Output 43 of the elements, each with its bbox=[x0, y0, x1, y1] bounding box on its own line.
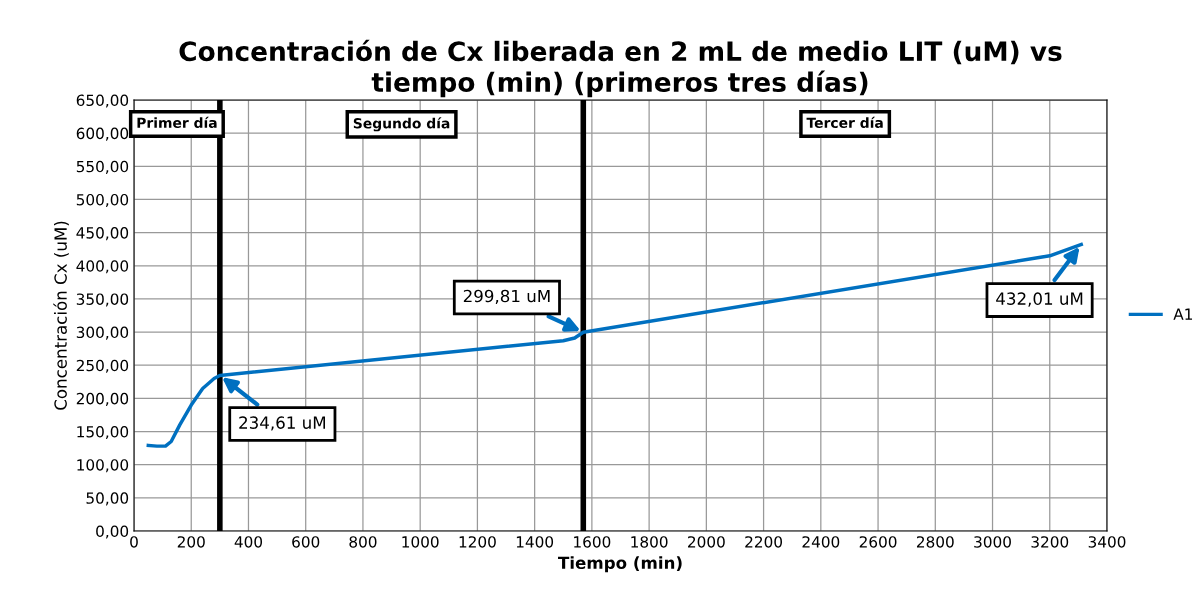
x-tick-label: 2000 bbox=[688, 536, 725, 548]
x-tick-label: 2800 bbox=[916, 536, 954, 548]
annotation: Primer día bbox=[137, 116, 217, 128]
annotation: Segundo día bbox=[353, 117, 450, 132]
chart-title: Concentración de Cx liberada en 2 mL de medio LIT (uM) vs tiempo (min) (primeros tres días) bbox=[179, 39, 1062, 98]
annotation: 234,61 uM bbox=[239, 416, 325, 431]
y-tick-label: 600,00 bbox=[76, 127, 129, 141]
y-tick-label: 100,00 bbox=[77, 459, 129, 473]
y-tick-label: 250,00 bbox=[76, 359, 129, 373]
y-tick-label: 450,00 bbox=[76, 227, 129, 241]
x-tick-label: 200 bbox=[177, 536, 205, 548]
y-tick-label: 650,00 bbox=[76, 94, 129, 108]
y-axis-title: Concentración Cx (uM) bbox=[53, 221, 69, 410]
x-tick-label: 1000 bbox=[402, 536, 439, 548]
y-tick-label: 550,00 bbox=[76, 160, 129, 174]
x-tick-label: 400 bbox=[234, 536, 263, 548]
x-tick-label: 1600 bbox=[574, 536, 611, 548]
x-axis-title: Tiempo (min) bbox=[558, 556, 682, 573]
x-tick-label: 2200 bbox=[745, 536, 783, 548]
x-tick-label: 3000 bbox=[974, 536, 1011, 548]
x-tick-label: 1400 bbox=[516, 536, 554, 548]
legend-label: A1 bbox=[1173, 308, 1193, 320]
x-tick-label: 1200 bbox=[459, 536, 496, 548]
y-tick-label: 500,00 bbox=[76, 193, 129, 208]
x-tick-label: 2600 bbox=[859, 536, 897, 548]
x-tick-label: 600 bbox=[292, 536, 320, 548]
annotation: 432,01 uM bbox=[996, 292, 1083, 307]
y-tick-label: 350,00 bbox=[76, 293, 129, 307]
y-tick-label: 200,00 bbox=[76, 392, 129, 406]
x-tick-label: 3400 bbox=[1088, 536, 1126, 548]
y-tick-label: 0,00 bbox=[96, 525, 129, 539]
y-tick-label: 50,00 bbox=[86, 492, 129, 506]
x-tick-label: 3200 bbox=[1031, 536, 1069, 548]
y-tick-label: 300,00 bbox=[76, 326, 129, 340]
x-tick-label: 1800 bbox=[631, 536, 668, 548]
y-tick-label: 400,00 bbox=[76, 260, 129, 274]
x-tick-label: 0 bbox=[130, 536, 138, 548]
x-tick-label: 2400 bbox=[802, 536, 840, 548]
x-tick-label: 800 bbox=[349, 536, 377, 548]
y-tick-label: 150,00 bbox=[77, 426, 129, 440]
line-series bbox=[146, 242, 1083, 448]
annotation: Tercer día bbox=[806, 116, 883, 128]
annotation: 299,81 uM bbox=[463, 289, 550, 305]
